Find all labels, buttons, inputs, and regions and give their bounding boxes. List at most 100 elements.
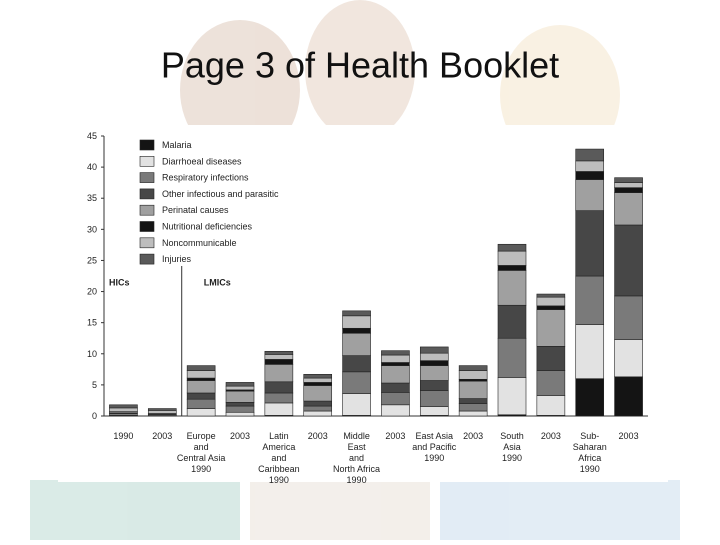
legend-label: Nutritional deficiencies [162,222,253,232]
x-tick-label: 2003 [385,431,405,441]
bar-segment [226,406,254,412]
bar-segment [459,371,487,380]
bar-segment [265,393,293,403]
bar-segment [304,411,332,416]
y-tick-label: 15 [87,318,97,328]
x-tick-label: 1990 [113,431,133,441]
bar-segment [537,306,565,310]
annotation: LMICs [204,277,231,287]
bar-segment [226,391,254,402]
bar-segment [420,366,448,381]
bar-segment [537,395,565,415]
legend-label: Respiratory infections [162,173,249,183]
legend-swatch [140,156,154,166]
bar-segment [343,394,371,416]
bar-segment [343,316,371,328]
bar-segment [615,296,643,340]
bar-segment [420,390,448,406]
bar-segment [109,408,137,412]
x-tick-label: 2003 [463,431,483,441]
bar-segment [187,371,215,378]
legend-swatch [140,173,154,183]
bar-segment [576,180,604,211]
bar-segment [498,305,526,338]
bar-segment [615,225,643,296]
bar-segment [498,270,526,305]
bar-segment [576,149,604,161]
y-tick-label: 5 [92,380,97,390]
bar-segment [537,297,565,306]
legend-label: Injuries [162,254,192,264]
y-tick-label: 45 [87,131,97,141]
bar-segment [459,366,487,371]
bar-segment [459,404,487,411]
bar-segment [304,406,332,411]
bar-segment [187,381,215,393]
bar-segment [148,409,176,411]
bar-segment [615,183,643,188]
bar-segment [498,244,526,251]
annotation: HICs [109,277,130,287]
bar-segment [381,405,409,416]
bar-segment [381,362,409,365]
bar-segment [265,364,293,381]
y-tick-label: 30 [87,224,97,234]
bar-segment [459,411,487,416]
y-tick-label: 40 [87,162,97,172]
legend-swatch [140,140,154,150]
bar-segment [265,354,293,359]
x-tick-label: 2003 [230,431,250,441]
bar-segment [343,372,371,394]
bar-segment [576,379,604,416]
y-tick-label: 25 [87,255,97,265]
legend-label: Noncommunicable [162,238,237,248]
bar-segment [226,402,254,406]
bar-segment [576,276,604,325]
legend-swatch [140,189,154,199]
bar-segment [187,378,215,380]
bar-segment [498,265,526,270]
bar-segment [420,407,448,416]
bar-segment [381,392,409,404]
bar-segment [304,386,332,402]
bar-segment [187,409,215,416]
legend-swatch [140,254,154,264]
bar-segment [576,171,604,179]
bar-segment [265,351,293,354]
bar-segment [343,333,371,355]
bar-segment [615,339,643,376]
bar-segment [148,410,176,413]
x-tick-label: 2003 [308,431,328,441]
bar-segment [304,378,332,382]
y-tick-label: 35 [87,193,97,203]
bar-segment [537,310,565,347]
bar-segment [304,401,332,406]
bar-segment [187,399,215,408]
bar-segment [381,351,409,355]
bar-segment [459,399,487,404]
bar-segment [187,393,215,399]
bar-segment [420,353,448,360]
bar-segment [576,211,604,276]
bar-segment [420,347,448,353]
bar-segment [537,346,565,370]
x-tick-label: 2003 [152,431,172,441]
bar-segment [615,377,643,416]
slide-title: Page 3 of Health Booklet [161,45,559,86]
bar-segment [265,403,293,415]
legend-swatch [140,238,154,248]
bar-segment [537,294,565,297]
bar-segment [226,386,254,390]
y-tick-label: 10 [87,349,97,359]
bar-segment [459,381,487,398]
bar-segment [576,161,604,172]
bar-segment [265,382,293,393]
x-tick-label: 2003 [619,431,639,441]
bar-segment [187,366,215,371]
bar-segment [615,193,643,225]
bar-segment [420,381,448,391]
y-tick-label: 0 [92,411,97,421]
